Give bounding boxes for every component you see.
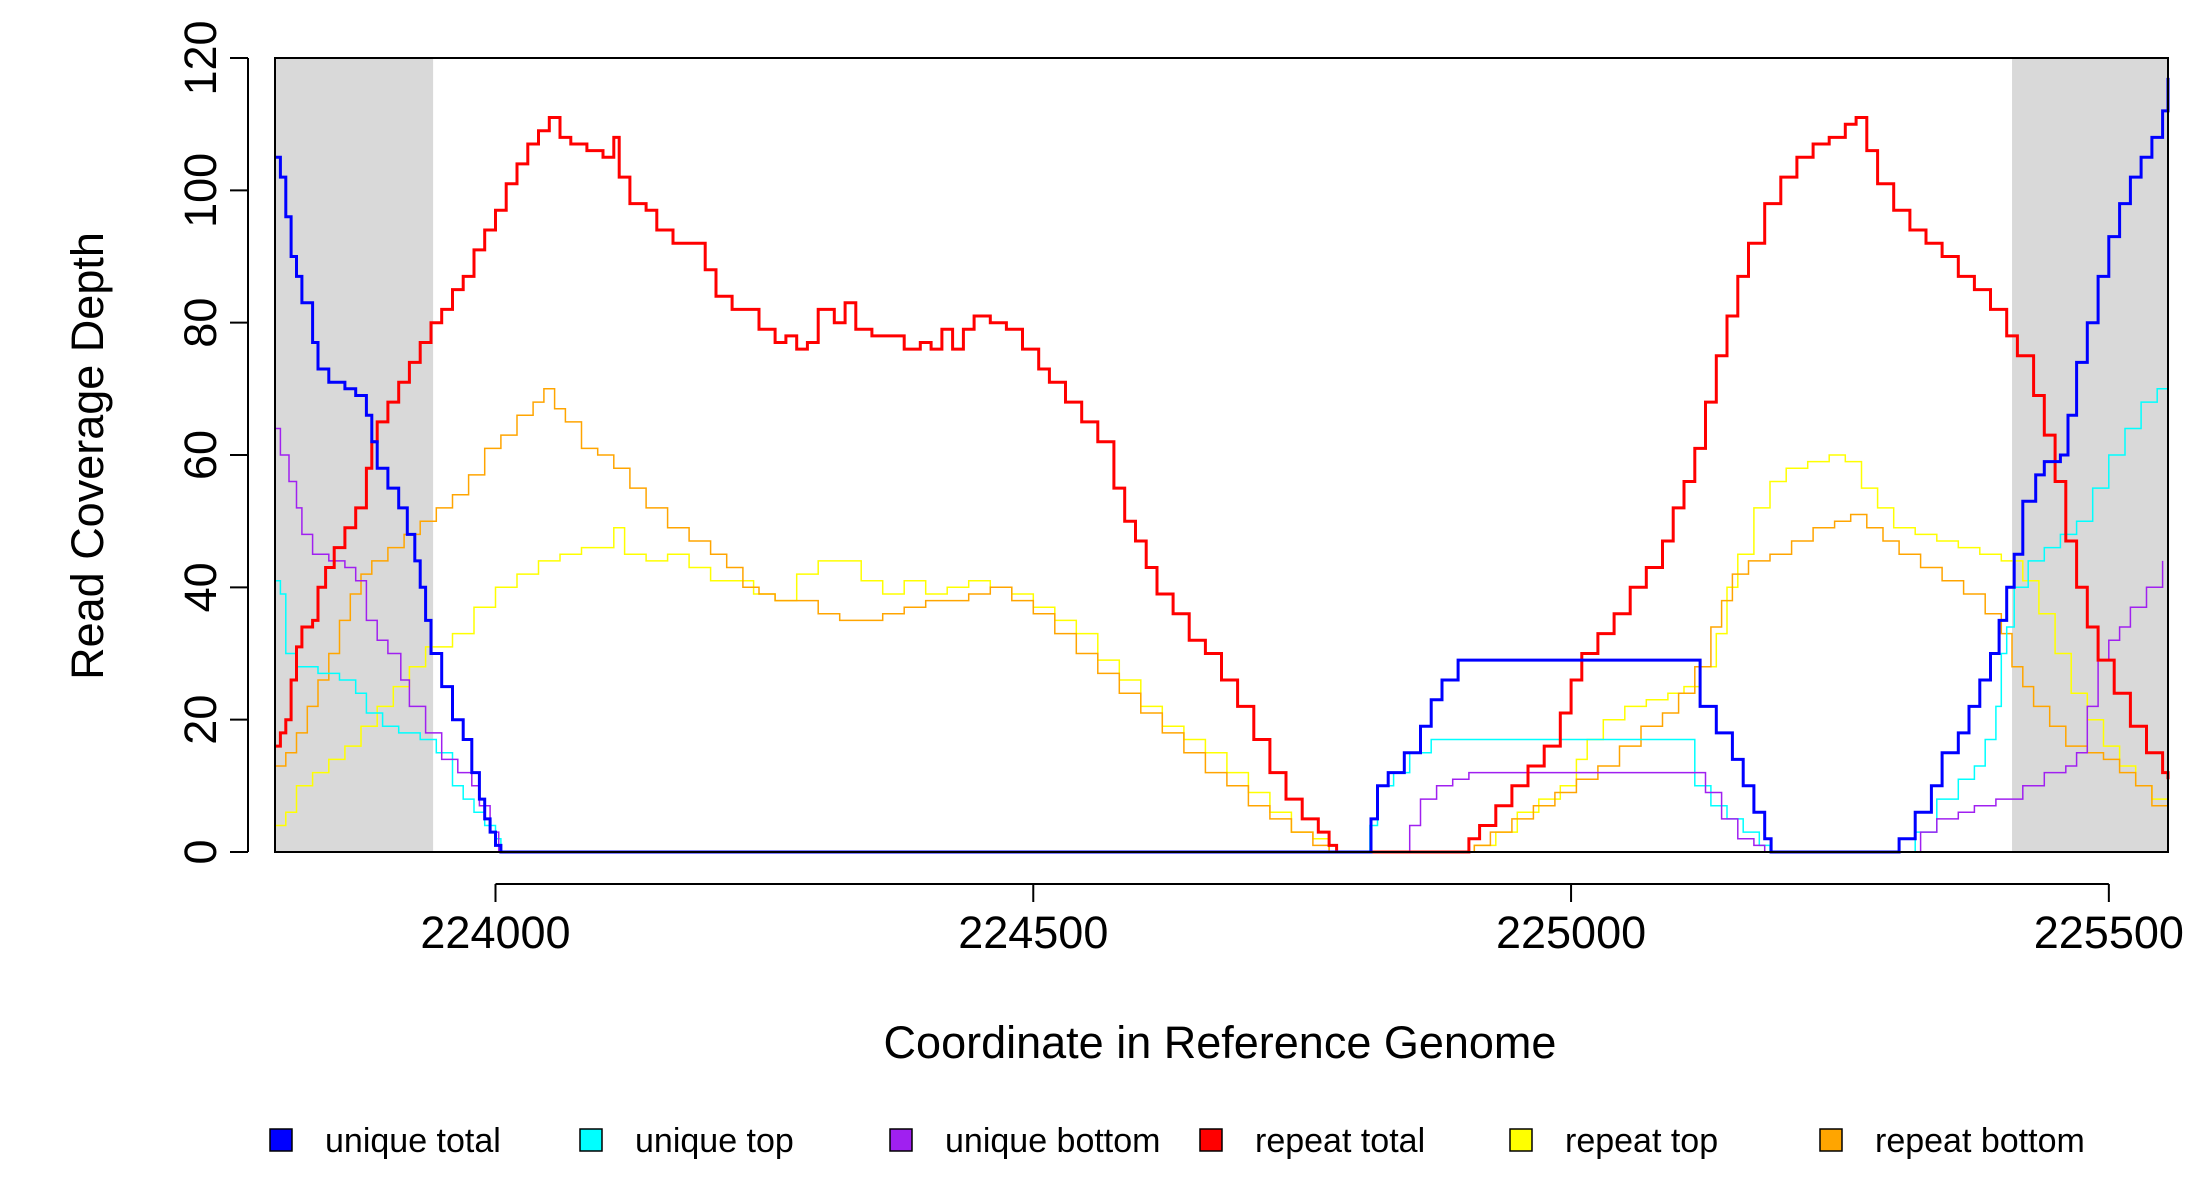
legend-swatch-unique-total <box>269 1128 293 1152</box>
y-tick-label: 0 <box>175 839 226 864</box>
plot-frame <box>274 57 2169 853</box>
legend-swatch-unique-top <box>579 1128 603 1152</box>
series-line-repeat-top <box>275 454 2169 853</box>
legend-swatch-repeat-bottom <box>1819 1128 1843 1152</box>
legend-label-repeat-bottom: repeat bottom <box>1875 1122 2085 1160</box>
y-tick-label: 120 <box>175 20 226 95</box>
legend-label-repeat-total: repeat total <box>1255 1122 1425 1160</box>
shaded-region-1 <box>275 58 434 852</box>
y-tick-label: 20 <box>175 695 226 745</box>
y-tick-label: 100 <box>175 153 226 228</box>
x-axis-title: Coordinate in Reference Genome <box>884 1017 1557 1068</box>
x-tick-label: 224000 <box>420 907 570 958</box>
series-line-unique-bottom <box>275 427 2164 853</box>
y-tick-label: 60 <box>175 430 226 480</box>
legend-swatch-unique-bottom <box>889 1128 913 1152</box>
y-tick-label: 40 <box>175 562 226 612</box>
x-tick-label: 225000 <box>1496 907 1646 958</box>
shaded-region-2 <box>2012 58 2168 852</box>
series-line-unique-total <box>275 77 2170 854</box>
legend-swatch-repeat-total <box>1199 1128 1223 1152</box>
legend-label-unique-top: unique top <box>635 1122 794 1160</box>
x-tick-label: 224500 <box>958 907 1108 958</box>
axes: 0 20 40 60 80 100 120 224000 224500 225000 225500 <box>175 20 2184 958</box>
series-line-repeat-bottom <box>275 388 2169 853</box>
legend-label-repeat-top: repeat top <box>1565 1122 1718 1160</box>
legend-label-unique-total: unique total <box>325 1122 501 1160</box>
legend: unique total unique top unique bottom repea… <box>269 1122 2085 1160</box>
legend-swatch-repeat-top <box>1509 1128 1533 1152</box>
series-lines <box>275 77 2170 854</box>
y-tick-label: 80 <box>175 298 226 348</box>
legend-label-unique-bottom: unique bottom <box>945 1122 1161 1160</box>
x-tick-label: 225500 <box>2034 907 2184 958</box>
shaded-regions <box>275 58 2168 852</box>
y-axis-title: Read Coverage Depth <box>62 232 113 680</box>
series-line-unique-top <box>275 369 2169 853</box>
series-line-repeat-total <box>275 116 2170 854</box>
